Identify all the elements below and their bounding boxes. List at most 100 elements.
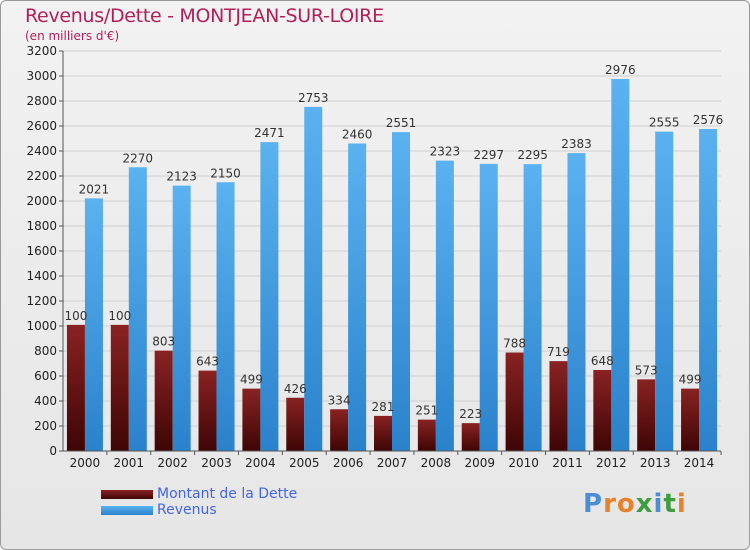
bar-revenus bbox=[435, 160, 454, 451]
bar-revenus bbox=[567, 153, 586, 451]
bar-revenus bbox=[304, 106, 323, 451]
data-label: 2297 bbox=[473, 148, 504, 162]
bar-dette bbox=[286, 397, 305, 451]
x-tick-label: 2005 bbox=[289, 456, 320, 470]
logo-letter: r bbox=[603, 489, 617, 519]
y-tick-label: 2200 bbox=[26, 169, 57, 183]
bar-dette bbox=[330, 409, 349, 451]
x-tick-label: 2006 bbox=[333, 456, 364, 470]
data-label: 2576 bbox=[693, 113, 724, 127]
x-tick-label: 2008 bbox=[421, 456, 452, 470]
data-label: 2460 bbox=[342, 128, 373, 142]
bar-dette bbox=[593, 370, 612, 451]
bar-revenus bbox=[260, 142, 279, 451]
logo-letter: t bbox=[663, 489, 677, 519]
bar-revenus bbox=[611, 79, 630, 451]
bar-dette bbox=[242, 388, 261, 451]
data-label: 788 bbox=[503, 337, 526, 351]
bar-dette bbox=[505, 352, 524, 451]
data-label: 2150 bbox=[210, 166, 241, 180]
y-axis-ticks: 0 200 400 600 800 1000 1200 1400 1600 1800 2000 220… bbox=[26, 44, 63, 458]
x-tick-label: 2007 bbox=[377, 456, 408, 470]
bar-dette bbox=[66, 324, 85, 451]
logo-letter: x bbox=[635, 489, 654, 519]
data-label: 499 bbox=[240, 373, 263, 387]
bar-revenus bbox=[392, 132, 410, 451]
x-tick-label: 2009 bbox=[464, 456, 495, 470]
data-label: 2555 bbox=[649, 116, 680, 130]
y-tick-label: 0 bbox=[49, 444, 57, 458]
x-tick-label: 2000 bbox=[70, 456, 101, 470]
y-tick-label: 1000 bbox=[26, 319, 57, 333]
chart-subtitle: (en milliers d'€) bbox=[25, 29, 120, 43]
data-label: 499 bbox=[679, 373, 702, 387]
bar-revenus bbox=[655, 131, 674, 451]
x-tick-label: 2014 bbox=[684, 456, 715, 470]
y-tick-label: 1200 bbox=[26, 294, 57, 308]
bar-revenus bbox=[699, 129, 718, 451]
data-label: 223 bbox=[459, 407, 482, 421]
x-tick-label: 2010 bbox=[508, 456, 539, 470]
data-labels: 100 2021 100 2270 803 2123 643 2150 499 2471 426 27… bbox=[64, 63, 723, 421]
data-label: 573 bbox=[635, 363, 658, 377]
bar-dette bbox=[374, 415, 392, 451]
bar-dette bbox=[417, 419, 436, 451]
bar-revenus bbox=[128, 167, 147, 451]
data-label: 643 bbox=[196, 355, 219, 369]
bar-revenus bbox=[172, 185, 191, 451]
bar-dette bbox=[637, 379, 656, 451]
data-label: 2123 bbox=[166, 170, 197, 184]
y-tick-label: 1600 bbox=[26, 244, 57, 258]
bar-dette bbox=[681, 388, 700, 451]
y-tick-label: 200 bbox=[34, 419, 57, 433]
y-tick-label: 1800 bbox=[26, 219, 57, 233]
data-label: 426 bbox=[284, 382, 307, 396]
legend-swatch-revenus bbox=[101, 506, 153, 515]
data-label: 281 bbox=[372, 400, 395, 414]
x-tick-label: 2013 bbox=[640, 456, 671, 470]
y-tick-label: 400 bbox=[34, 394, 57, 408]
x-tick-label: 2004 bbox=[245, 456, 276, 470]
logo-letter: i bbox=[676, 489, 687, 519]
bar-dette bbox=[110, 324, 129, 451]
axes bbox=[62, 51, 721, 452]
bar-revenus bbox=[479, 163, 498, 451]
data-label: 719 bbox=[547, 345, 570, 359]
logo-letter: P bbox=[583, 489, 604, 519]
x-tick-label: 2002 bbox=[157, 456, 188, 470]
y-tick-label: 3200 bbox=[26, 44, 57, 58]
bar-revenus bbox=[348, 143, 367, 451]
data-label: 2551 bbox=[386, 116, 417, 130]
x-tick-label: 2012 bbox=[596, 456, 627, 470]
bar-dette bbox=[198, 370, 217, 451]
data-label: 2021 bbox=[79, 182, 110, 196]
data-label: 2323 bbox=[430, 145, 461, 159]
data-label: 2383 bbox=[561, 137, 592, 151]
bar-revenus bbox=[216, 182, 235, 451]
data-label: 2471 bbox=[254, 126, 285, 140]
bar-dette bbox=[461, 423, 480, 451]
data-label: 100 bbox=[64, 309, 87, 323]
y-tick-label: 2600 bbox=[26, 119, 57, 133]
data-label: 648 bbox=[591, 354, 614, 368]
data-label: 251 bbox=[415, 404, 438, 418]
x-tick-label: 2011 bbox=[552, 456, 583, 470]
data-label: 2976 bbox=[605, 63, 636, 77]
x-axis-ticks: 2000 2001 2002 2003 2004 2005 2006 2007 2008 2009… bbox=[70, 451, 722, 470]
data-label: 2295 bbox=[517, 148, 548, 162]
y-tick-label: 600 bbox=[34, 369, 57, 383]
data-label: 2753 bbox=[298, 91, 329, 105]
data-label: 100 bbox=[108, 309, 131, 323]
bar-revenus bbox=[523, 164, 542, 451]
data-label: 2270 bbox=[123, 151, 154, 165]
y-tick-label: 800 bbox=[34, 344, 57, 358]
bar-dette bbox=[549, 361, 568, 451]
proxiti-logo: Proxiti bbox=[583, 489, 687, 519]
y-tick-label: 2800 bbox=[26, 94, 57, 108]
x-tick-label: 2001 bbox=[114, 456, 145, 470]
y-tick-label: 3000 bbox=[26, 69, 57, 83]
data-label: 334 bbox=[328, 393, 351, 407]
bar-revenus bbox=[84, 198, 103, 451]
chart-title: Revenus/Dette - MONTJEAN-SUR-LOIRE bbox=[25, 5, 384, 27]
